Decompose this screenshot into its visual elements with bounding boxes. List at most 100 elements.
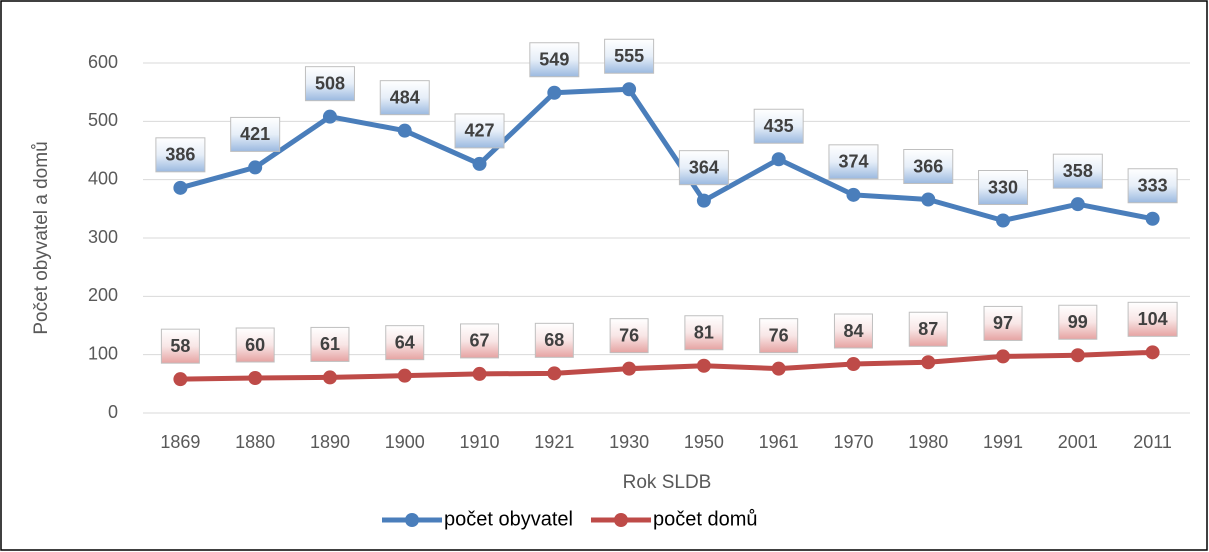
data-label-box [379,80,430,116]
point [547,366,562,381]
point [472,366,487,381]
data-label: 435 [764,116,794,136]
x-tick-label: 1890 [310,432,350,452]
data-label-box [1052,153,1103,189]
point [1070,197,1085,212]
point [547,85,562,100]
data-label-box [604,38,655,74]
data-label: 99 [1068,312,1088,332]
point [846,357,861,371]
point [771,361,786,376]
series-line [179,86,1154,223]
data-label: 484 [390,87,420,107]
point [1145,211,1160,226]
data-label: 67 [470,331,490,351]
point [996,213,1011,228]
x-tick-label: 2011 [1133,432,1172,452]
data-label: 364 [689,157,719,177]
data-label: 358 [1063,161,1093,181]
data-label-box [230,116,281,152]
data-label-box [908,311,948,347]
point [622,361,637,376]
data-label: 366 [913,156,943,176]
y-tick-label: 300 [88,227,118,247]
point [173,372,188,387]
y-tick-label: 400 [88,168,118,188]
data-label: 61 [320,334,340,354]
data-label-box [678,150,729,186]
y-tick-label: 0 [108,402,118,422]
x-tick-label: 1900 [385,432,425,452]
x-tick-label: 1930 [609,432,649,452]
legend-marker [613,513,628,527]
data-label: 427 [465,121,495,141]
data-label: 549 [539,50,569,70]
point [248,371,263,385]
data-label: 68 [544,330,564,350]
data-label-box [155,137,206,173]
data-label-box [983,305,1023,341]
x-axis-title: Rok SLDB [623,472,712,493]
x-tick-label: 1910 [460,432,500,452]
data-label-box [1127,301,1178,337]
point [1145,345,1160,360]
data-label-box [160,328,200,364]
x-tick-label: 1991 [983,432,1023,452]
data-label-box [460,323,500,359]
point [846,187,861,202]
data-label: 64 [395,332,415,352]
data-label-box [903,149,954,184]
data-label: 330 [988,177,1018,197]
y-tick-label: 600 [88,52,118,72]
data-label: 104 [1138,309,1168,329]
data-label: 81 [694,323,714,343]
data-label-box [684,315,724,351]
point [921,192,936,207]
data-label-box [753,108,804,144]
data-label-box [235,327,275,363]
point [696,193,711,208]
x-tick-label: 1970 [833,432,873,452]
data-label: 508 [315,73,345,93]
point [771,152,786,167]
point [173,180,188,195]
point [322,109,337,124]
data-label: 97 [993,313,1013,333]
data-label: 333 [1138,176,1168,196]
x-tick-label: 1961 [759,432,799,452]
x-tick-label: 1921 [534,432,574,452]
point [322,370,337,385]
data-label-box [609,318,649,354]
x-tick-label: 1950 [684,432,724,452]
legend-label: počet domů [653,508,758,530]
point [248,160,263,175]
data-label-box [529,42,580,78]
data-label: 555 [614,46,644,66]
series-line [180,349,1153,382]
data-label-box [1127,168,1178,204]
y-tick-label: 200 [88,285,118,305]
x-tick-label: 1880 [235,432,275,452]
data-label: 87 [918,319,938,339]
data-label: 386 [165,145,195,165]
legend-marker [405,513,419,527]
legend-label: počet obyvatel [444,508,573,530]
data-label: 60 [245,335,265,355]
y-tick-label: 500 [88,110,118,130]
point [472,156,487,171]
data-label: 374 [838,152,868,172]
data-label: 421 [240,124,270,144]
data-label-box [310,326,350,362]
data-label-box [759,318,799,354]
data-label-box [385,325,425,361]
data-label-box [534,322,574,358]
point [1070,348,1085,363]
data-label: 76 [619,325,639,345]
data-label-box [828,144,879,180]
point [397,368,412,383]
y-tick-label: 100 [88,343,118,363]
data-label-box [304,66,355,102]
point [397,123,412,138]
